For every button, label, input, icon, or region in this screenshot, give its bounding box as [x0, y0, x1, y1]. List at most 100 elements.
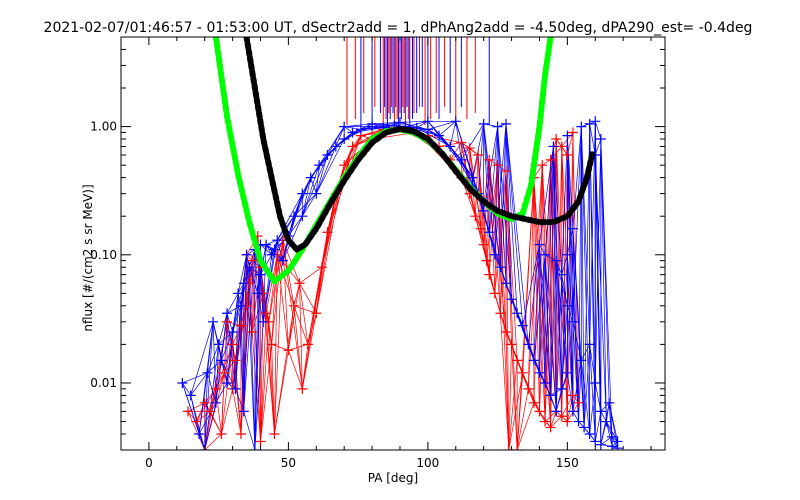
connect-line-blue [572, 228, 579, 422]
connect-line-red [251, 267, 261, 333]
connect-line-blue [583, 344, 591, 428]
data-point-blue [216, 355, 227, 366]
connect-line-blue [561, 305, 568, 389]
connect-line-blue [399, 121, 428, 130]
data-point-blue [562, 130, 573, 141]
data-point-red [484, 154, 495, 165]
data-point-red [222, 316, 233, 327]
data-point-blue [500, 278, 511, 289]
connect-line-red [522, 177, 535, 373]
data-point-red [464, 143, 475, 154]
connect-line-blue [483, 123, 490, 233]
connect-line-blue [427, 120, 456, 130]
connect-line-blue [343, 126, 353, 133]
data-point-blue [297, 211, 308, 222]
data-point-blue [590, 377, 601, 388]
data-point-blue [202, 367, 213, 378]
connect-line-blue [578, 126, 582, 422]
data-point-blue [500, 118, 511, 129]
data-point-red [294, 278, 305, 289]
connect-line-blue [198, 433, 206, 450]
data-point-blue [244, 262, 255, 273]
data-point-blue [339, 121, 350, 132]
data-point-blue [255, 269, 266, 280]
data-point-blue [540, 249, 551, 260]
plot-frame [120, 36, 666, 451]
connect-line-blue [600, 139, 613, 437]
connect-line-blue [488, 126, 498, 233]
connect-line-blue [198, 402, 217, 435]
connect-line-blue [567, 228, 574, 255]
connect-line-red [271, 240, 284, 345]
data-point-blue [269, 244, 280, 255]
connect-line-blue [600, 402, 610, 412]
data-point-red [528, 397, 539, 408]
y-tick-label: 0.01 [90, 376, 117, 390]
connect-line-blue [505, 123, 512, 300]
data-point-blue [288, 211, 299, 222]
connect-line-blue [265, 244, 272, 255]
data-point-blue [606, 431, 617, 442]
connect-line-blue [544, 254, 551, 396]
connect-line-blue [522, 244, 540, 326]
data-point-blue [584, 339, 595, 350]
connect-line-blue [262, 244, 267, 322]
data-point-blue [266, 249, 277, 260]
data-point-blue [545, 390, 556, 401]
connect-line-red [260, 344, 272, 442]
connect-line-blue [553, 146, 563, 275]
data-point-red [322, 227, 333, 238]
data-point-red [503, 445, 514, 450]
data-point-red [512, 355, 523, 366]
connect-line-red [508, 344, 512, 450]
connect-line-blue [494, 123, 507, 255]
connect-line-red [500, 171, 507, 314]
axes: 0 50 100 150 1.00 0.10 0.01 [90, 36, 665, 470]
connect-line-blue [594, 411, 602, 442]
data-point-blue [347, 127, 358, 138]
x-axis-label: PA [deg] [368, 471, 418, 485]
connect-line-red [508, 372, 524, 450]
connect-line-blue [553, 146, 557, 412]
connect-line-red [209, 411, 222, 435]
data-point-blue [445, 141, 456, 152]
connect-line-blue [550, 146, 554, 396]
data-point-blue [492, 121, 503, 132]
data-point-red [545, 154, 556, 165]
data-point-blue [235, 300, 246, 311]
data-point-blue [478, 205, 489, 216]
connect-line-blue [539, 244, 546, 255]
connect-line-blue [580, 126, 591, 345]
connect-line-blue [235, 388, 245, 412]
data-point-red [311, 308, 322, 319]
connect-line-red [527, 177, 535, 389]
connect-line-blue [594, 138, 602, 156]
data-point-blue [534, 239, 545, 250]
connect-line-blue [561, 372, 568, 389]
data-point-blue [523, 339, 534, 350]
connect-line-blue [237, 283, 245, 294]
data-point-blue [576, 355, 587, 366]
connect-line-blue [494, 126, 498, 255]
connect-line-blue [276, 193, 303, 241]
connect-line-blue [276, 240, 284, 261]
data-point-red [269, 428, 280, 439]
connect-line-blue [315, 146, 337, 194]
connect-line-blue [243, 254, 247, 412]
connect-line-blue [240, 267, 250, 306]
connect-line-blue [232, 283, 245, 333]
data-point-red [537, 160, 548, 171]
data-point-red [199, 397, 210, 408]
data-point-blue [467, 172, 478, 183]
connect-line-blue [301, 177, 312, 217]
connect-line-red [293, 283, 300, 306]
data-point-blue [222, 308, 233, 319]
data-point-red [512, 445, 523, 450]
connect-line-blue [533, 244, 540, 361]
connect-line-red [257, 236, 261, 442]
data-point-blue [612, 443, 623, 450]
x-tick-label: 150 [556, 456, 579, 470]
connect-line-blue [544, 254, 557, 412]
data-point-blue [590, 116, 601, 127]
connect-line-blue [248, 267, 256, 450]
